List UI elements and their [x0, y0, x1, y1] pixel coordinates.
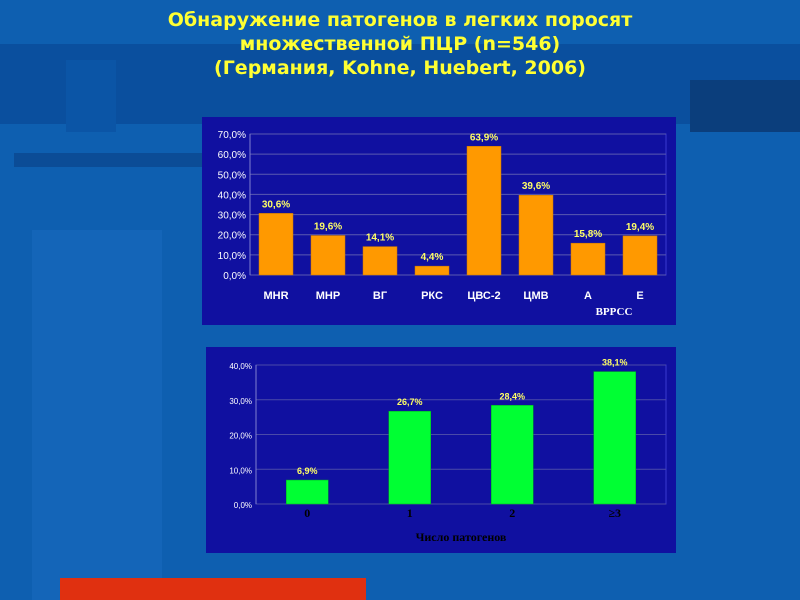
chart1-category-label: A — [584, 290, 592, 302]
chart1-category-label: ЦМВ — [523, 290, 548, 302]
chart1-y-tick-label: 70,0% — [218, 130, 246, 141]
page-title: Обнаружение патогенов в легких поросят м… — [0, 8, 800, 80]
chart2-y-tick-label: 10,0% — [229, 466, 252, 475]
chart1-y-tick-label: 10,0% — [218, 251, 246, 262]
bg-band-top — [0, 44, 800, 124]
title-line-3: (Германия, Kohne, Huebert, 2006) — [214, 57, 586, 79]
chart2-value-label: 38,1% — [602, 358, 628, 368]
chart1-bar — [466, 146, 502, 276]
chart1-bar — [258, 213, 294, 276]
chart1-category-label: MHP — [316, 290, 340, 302]
chart1-value-label: 39,6% — [522, 181, 550, 192]
chart2-value-label: 26,7% — [397, 397, 423, 407]
chart1-category-label: E — [636, 290, 643, 302]
chart1-y-tick-label: 20,0% — [218, 231, 246, 242]
chart1-bar — [310, 235, 346, 276]
chart1-value-label: 19,6% — [314, 222, 342, 233]
chart1-y-tick-label: 60,0% — [218, 150, 246, 161]
chart2-category-label: 2 — [509, 506, 515, 520]
chart1-value-label: 14,1% — [366, 233, 394, 244]
chart1-y-tick-label: 40,0% — [218, 190, 246, 201]
chart2-category-label: 1 — [407, 506, 413, 520]
chart1-category-label: MHR — [263, 290, 288, 302]
chart2-bar — [286, 479, 329, 505]
chart2-y-tick-label: 0,0% — [234, 501, 252, 510]
chart2-svg: 0,0% 10,0% 20,0% 30,0% 40,0% 6,9% 0 26,7% 1 28,4%… — [229, 358, 667, 544]
chart1-value-label: 19,4% — [626, 222, 654, 233]
chart1-category-label: РКС — [421, 290, 443, 302]
title-line-1: Обнаружение патогенов в легких поросят — [167, 9, 633, 31]
bg-column-left — [32, 230, 162, 600]
chart1-value-label: 4,4% — [421, 252, 444, 263]
bg-red-block — [60, 578, 366, 600]
chart1-svg: 0,0% 10,0% 20,0% 30,0% 40,0% 50,0% 60,0% 70,0% 3… — [218, 130, 667, 318]
chart2-value-label: 6,9% — [297, 466, 318, 476]
chart2-y-tick-label: 30,0% — [229, 397, 252, 406]
chart2-category-label: ≥3 — [608, 506, 621, 520]
chart2-bar — [593, 371, 636, 505]
chart1-value-label: 63,9% — [470, 132, 498, 143]
chart1-value-label: 15,8% — [574, 229, 602, 240]
chart2-panel: 0,0% 10,0% 20,0% 30,0% 40,0% 6,9% 0 26,7% 1 28,4%… — [206, 347, 676, 553]
chart1-y-tick-label: 0,0% — [223, 271, 246, 282]
chart1-category-label: ЦВС-2 — [467, 290, 500, 302]
bg-dark-corner — [690, 80, 800, 132]
chart1-value-label: 30,6% — [262, 199, 290, 210]
chart2-category-label: 0 — [304, 506, 310, 520]
chart1-x-axis-label: ВРРСС — [596, 306, 633, 318]
chart2-bar — [491, 405, 534, 505]
chart1-y-tick-label: 50,0% — [218, 170, 246, 181]
chart2-y-tick-label: 20,0% — [229, 432, 252, 441]
chart1-bar — [622, 235, 658, 276]
chart2-bar — [388, 410, 431, 505]
chart1-bar — [362, 246, 398, 276]
chart1-panel: 0,0% 10,0% 20,0% 30,0% 40,0% 50,0% 60,0% 70,0% 3… — [202, 117, 676, 325]
chart1-category-label: ВГ — [373, 290, 388, 302]
chart1-y-tick-label: 30,0% — [218, 211, 246, 222]
chart1-bar — [518, 194, 554, 276]
chart1-bar — [414, 265, 450, 276]
bg-strip-small — [14, 153, 204, 167]
bg-square-left — [66, 60, 116, 132]
chart2-x-axis-label: Число патогенов — [416, 530, 507, 544]
chart1-bar — [570, 242, 606, 276]
title-line-2: множественной ПЦР (n=546) — [239, 33, 561, 55]
chart2-y-tick-label: 40,0% — [229, 362, 252, 371]
chart2-value-label: 28,4% — [499, 391, 525, 401]
